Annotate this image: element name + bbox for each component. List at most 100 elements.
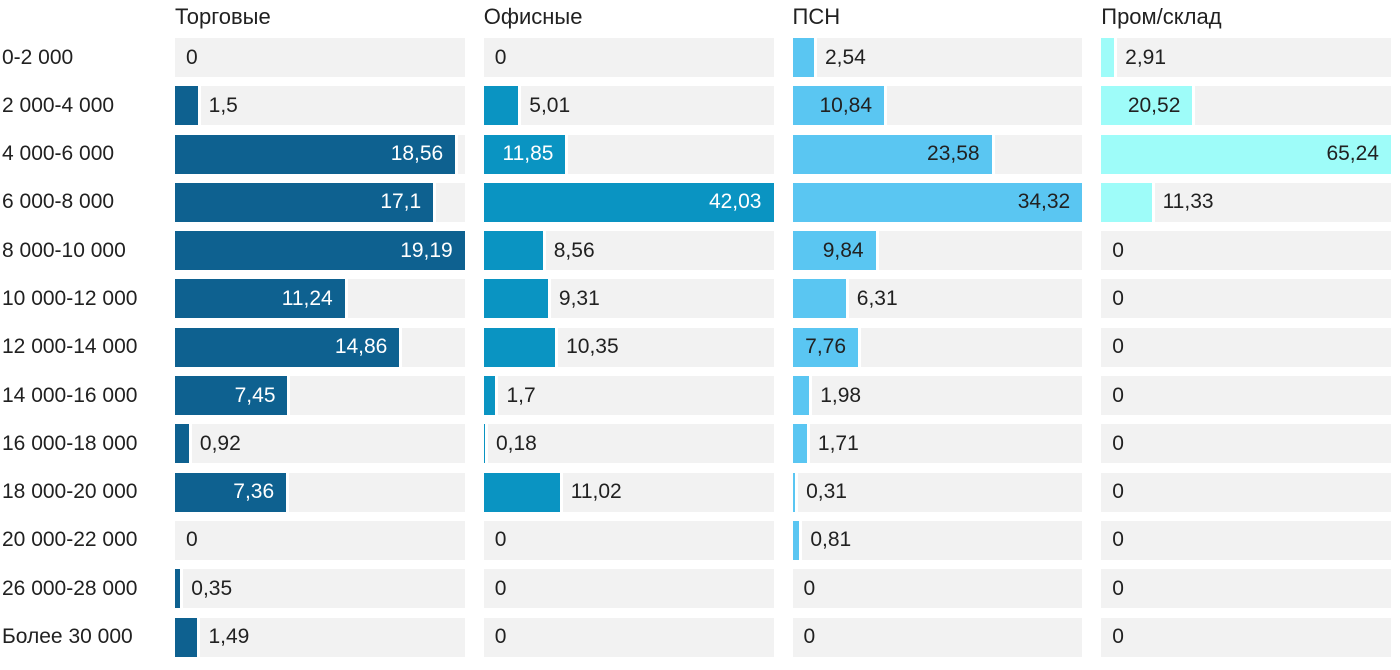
bar-segment[interactable] <box>1101 134 1391 174</box>
bar-segment[interactable] <box>792 231 879 271</box>
bar-value-label: 1,71 <box>817 431 859 455</box>
bar-track: 0 <box>1101 231 1391 271</box>
bar-segment[interactable] <box>175 472 290 512</box>
bar-segment[interactable] <box>175 617 201 657</box>
bar-value-label: 0 <box>1112 335 1124 359</box>
column-header-torgovye: Торговые <box>175 4 271 29</box>
bar-value-label: 20,52 <box>1127 93 1181 117</box>
bar-value-label: 18,56 <box>390 142 444 166</box>
bar-track: 7,76 <box>792 327 1083 367</box>
chart-row: 16 000-18 000 0,92 0,18 1,71 0 <box>2 424 1391 464</box>
bar-segment[interactable] <box>483 86 522 126</box>
row-category-label: 12 000-14 000 <box>2 335 138 359</box>
bar-segment[interactable] <box>792 424 810 464</box>
bar-track: 0 <box>175 520 465 560</box>
bar-track: 2,91 <box>1101 38 1391 77</box>
bar-track: 42,03 <box>483 182 774 222</box>
bar-segment[interactable] <box>792 376 813 416</box>
bar-segment[interactable] <box>175 279 348 319</box>
bar-segment[interactable] <box>792 182 1083 222</box>
chart-row: 6 000-8 000 17,1 42,03 34,32 11,33 <box>2 182 1391 222</box>
bar-track: 1,49 <box>175 617 465 657</box>
bar-segment[interactable] <box>792 327 861 367</box>
bar-track: 6,31 <box>792 279 1083 319</box>
bar-value-label: 0,92 <box>199 431 241 455</box>
bar-track: 65,24 <box>1101 134 1391 174</box>
bar-segment[interactable] <box>483 327 559 367</box>
bar-track: 0 <box>1101 424 1391 464</box>
row-category-label: 8 000-10 000 <box>2 238 126 262</box>
bar-value-label: 8,56 <box>553 238 595 262</box>
bar-segment[interactable] <box>175 86 201 126</box>
row-category-label: 4 000-6 000 <box>2 142 115 166</box>
bar-segment[interactable] <box>792 472 799 512</box>
bar-segment[interactable] <box>792 38 817 77</box>
bar-track: 10,84 <box>792 86 1083 126</box>
bar-segment[interactable] <box>1101 38 1118 77</box>
bar-value-label: 0 <box>1112 431 1124 455</box>
bar-track: 11,85 <box>483 134 774 174</box>
bar-value-label: 14,86 <box>334 335 388 359</box>
chart-row: 10 000-12 000 11,24 9,31 6,31 0 <box>2 279 1391 319</box>
chart-row: 8 000-10 000 19,19 8,56 9,84 0 <box>2 231 1391 271</box>
bar-track: 0 <box>483 520 774 560</box>
bar-segment[interactable] <box>792 520 803 560</box>
bar-value-label: 0 <box>186 45 198 69</box>
bar-track: 0,18 <box>483 424 774 464</box>
bar-segment[interactable] <box>1101 182 1155 222</box>
bar-segment[interactable] <box>483 182 774 222</box>
bar-segment[interactable] <box>483 424 488 464</box>
bar-track: 5,01 <box>483 86 774 126</box>
bar-segment[interactable] <box>175 231 465 271</box>
bar-value-label: 0 <box>1112 576 1124 600</box>
bar-segment[interactable] <box>483 472 563 512</box>
bar-track: 0 <box>792 569 1083 609</box>
bar-value-label: 0 <box>494 45 507 69</box>
bar-track: 18,56 <box>175 134 465 174</box>
bar-track: 11,02 <box>483 472 774 512</box>
chart-body: 0-2 000 0 0 2,54 2,91 2 000-4 000 1,5 5,01 10,84… <box>2 38 1391 657</box>
bar-segment[interactable] <box>792 279 849 319</box>
bar-segment[interactable] <box>483 376 499 416</box>
bar-value-label: 1,7 <box>506 383 536 407</box>
bar-value-label: 34,32 <box>1017 190 1071 214</box>
bar-segment[interactable] <box>483 134 569 174</box>
bar-value-label: 0,35 <box>191 576 233 600</box>
bar-track: 9,31 <box>483 279 774 319</box>
chart-row: 12 000-14 000 14,86 10,35 7,76 0 <box>2 327 1391 367</box>
column-header-ofisnye: Офисные <box>483 4 583 29</box>
bar-segment[interactable] <box>792 86 888 126</box>
bar-segment[interactable] <box>175 569 184 609</box>
bar-track: 9,84 <box>792 231 1083 271</box>
bar-track: 0 <box>1101 279 1391 319</box>
row-category-label: 26 000-28 000 <box>2 576 138 600</box>
bar-value-label: 1,5 <box>208 93 238 117</box>
bar-track: 7,36 <box>175 472 465 512</box>
bar-value-label: 0,18 <box>495 431 537 455</box>
bar-segment[interactable] <box>483 279 551 319</box>
bar-segment[interactable] <box>175 424 192 464</box>
bar-segment[interactable] <box>483 231 546 271</box>
bar-segment[interactable] <box>175 134 459 174</box>
bar-segment[interactable] <box>792 134 995 174</box>
bar-track: 17,1 <box>175 182 465 222</box>
bar-value-label: 2,54 <box>824 45 866 69</box>
bar-segment[interactable] <box>175 327 403 367</box>
bar-value-label: 10,35 <box>566 335 619 359</box>
bar-value-label: 0 <box>494 625 507 649</box>
bar-segment[interactable] <box>175 376 291 416</box>
bar-track: 1,5 <box>175 86 465 126</box>
bar-track: 0 <box>175 38 465 77</box>
bar-track: 34,32 <box>792 182 1083 222</box>
bar-value-label: 0 <box>494 528 507 552</box>
bar-segment[interactable] <box>175 182 437 222</box>
bar-track: 7,45 <box>175 376 465 416</box>
bar-segment[interactable] <box>1101 86 1196 126</box>
bar-track: 0 <box>1101 617 1391 657</box>
row-category-label: 0-2 000 <box>2 45 74 69</box>
row-category-label: 10 000-12 000 <box>2 286 138 310</box>
bar-track: 0 <box>1101 520 1391 560</box>
chart-row: 20 000-22 000 0 0 0,81 0 <box>2 520 1391 560</box>
bar-value-label: 0,31 <box>806 480 847 504</box>
bar-track: 0 <box>483 617 774 657</box>
